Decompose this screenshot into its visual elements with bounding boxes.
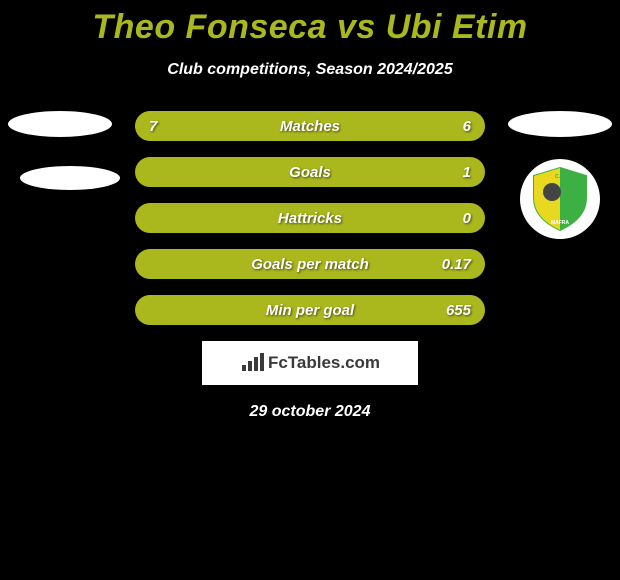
stat-label: Goals per match: [251, 256, 369, 273]
stat-label: Matches: [280, 118, 340, 135]
stat-row-goals-per-match: Goals per match 0.17: [135, 249, 485, 279]
page-title: Theo Fonseca vs Ubi Etim: [0, 8, 620, 47]
comparison-card: Theo Fonseca vs Ubi Etim Club competitio…: [0, 0, 620, 421]
stats-area: C.D. MAFRA 7 Matches 6 Goals 1 Hattricks…: [0, 111, 620, 421]
stat-right-value: 0.17: [442, 256, 471, 273]
svg-text:MAFRA: MAFRA: [551, 220, 569, 226]
stat-right-value: 1: [463, 164, 471, 181]
watermark-text: FcTables.com: [268, 353, 380, 373]
subtitle: Club competitions, Season 2024/2025: [0, 61, 620, 79]
stat-label: Min per goal: [266, 302, 354, 319]
stat-left-value: 7: [149, 118, 157, 135]
stat-row-hattricks: Hattricks 0: [135, 203, 485, 233]
stat-right-value: 655: [446, 302, 471, 319]
date-text: 29 october 2024: [0, 403, 620, 421]
svg-text:C.D.: C.D.: [555, 174, 566, 180]
stat-row-matches: 7 Matches 6: [135, 111, 485, 141]
stat-rows: 7 Matches 6 Goals 1 Hattricks 0 Goals pe…: [135, 111, 485, 325]
stat-right-value: 6: [463, 118, 471, 135]
shield-icon: C.D. MAFRA: [530, 166, 590, 232]
right-club-shield: C.D. MAFRA: [520, 159, 600, 239]
left-club-badge-2: [20, 166, 120, 190]
left-club-badge-1: [8, 111, 112, 137]
stat-row-min-per-goal: Min per goal 655: [135, 295, 485, 325]
stat-label: Hattricks: [278, 210, 342, 227]
right-club-badge-1: [508, 111, 612, 137]
stat-right-value: 0: [463, 210, 471, 227]
stat-row-goals: Goals 1: [135, 157, 485, 187]
stat-label: Goals: [289, 164, 331, 181]
bars-icon: [240, 353, 266, 373]
watermark-box: FcTables.com: [202, 341, 418, 385]
